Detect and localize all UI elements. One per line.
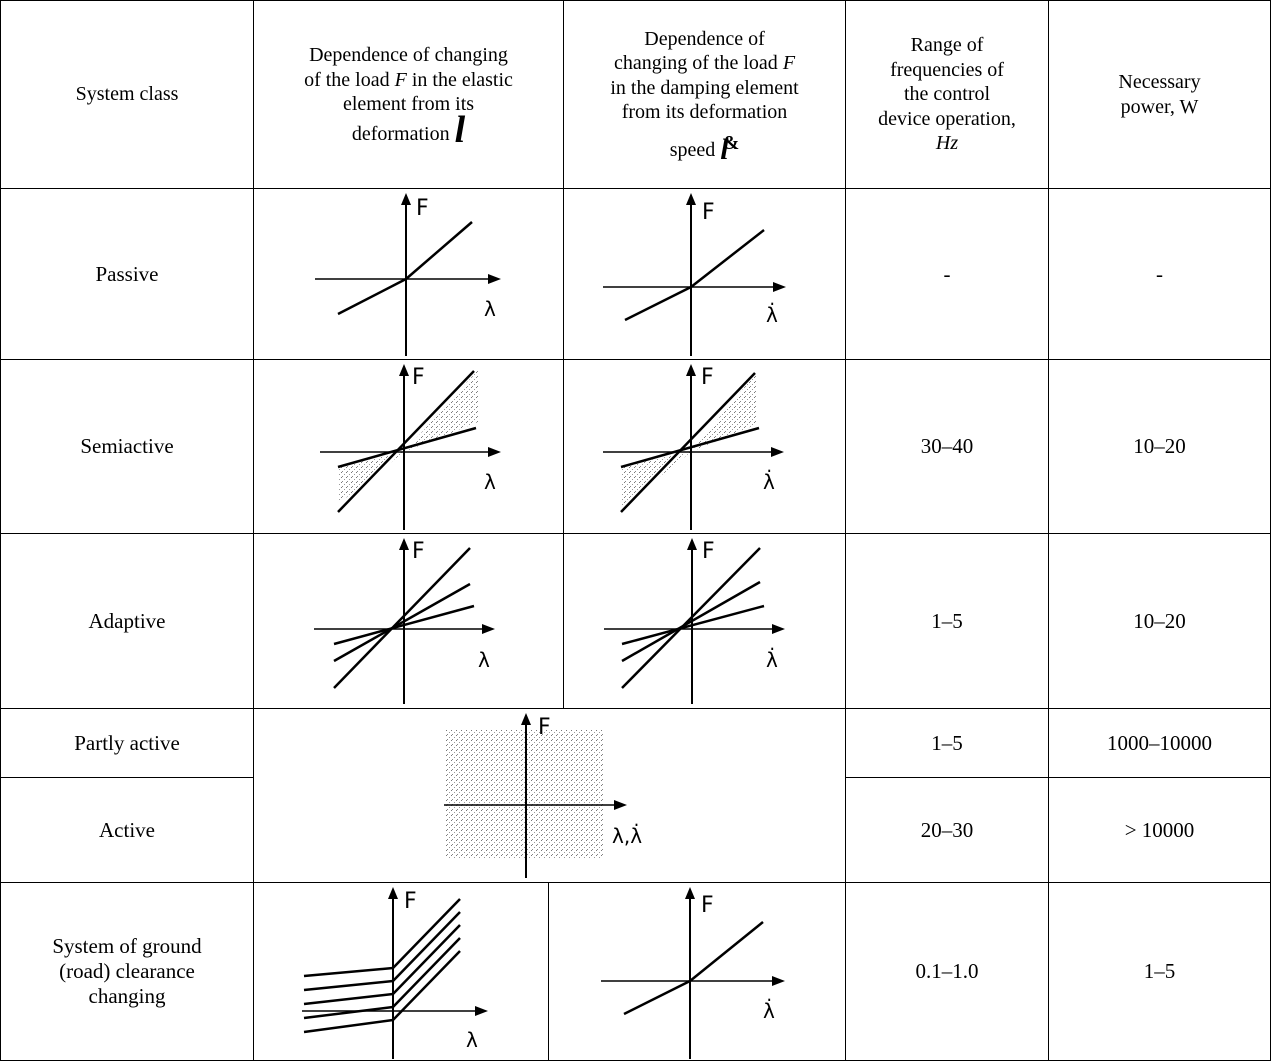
row-ground-clearance-class: System of ground (road) clearance changi… <box>52 934 202 1008</box>
lambda-dot-axis-label: λ̇ <box>766 647 778 672</box>
lambda-combined-axis-label: λ,λ̇ <box>612 823 642 848</box>
row-partly-active-frequency: 1–5 <box>931 730 963 755</box>
col-divider <box>1048 0 1049 1061</box>
lambda-dot-axis-label: λ̇ <box>766 302 778 327</box>
row-adaptive-class: Adaptive <box>88 608 166 633</box>
passive-elastic-graph: F λ <box>315 193 501 356</box>
semiactive-damping-graph: F λ̇ <box>603 364 784 530</box>
row-passive-class: Passive <box>95 261 159 286</box>
col-divider <box>253 0 254 1061</box>
col-divider <box>563 0 564 708</box>
row-active-power: > 10000 <box>1124 817 1195 842</box>
row-divider <box>0 533 1271 534</box>
lambda-symbol: l <box>454 108 466 151</box>
force-axis-label: F <box>702 200 715 225</box>
header-system-class: System class <box>75 83 179 106</box>
lambda-axis-label: λ <box>466 1028 478 1052</box>
lambda-axis-label: λ <box>478 648 490 672</box>
passive-damping-graph: F λ̇ <box>603 193 786 356</box>
row-ground-clearance-power: 1–5 <box>1143 959 1176 983</box>
force-axis-label: F <box>416 196 429 221</box>
lambda-dot-axis-label: λ̇ <box>763 998 775 1023</box>
force-axis-label: F <box>701 365 714 390</box>
table-border <box>0 0 1 1061</box>
row-semiactive-class: Semiactive <box>80 434 174 458</box>
force-axis-label: F <box>412 539 425 564</box>
lambda-axis-label: λ <box>484 297 496 321</box>
row-passive-frequency: - <box>943 261 951 286</box>
row-active-frequency: 20–30 <box>920 817 974 842</box>
col-divider <box>548 882 549 1061</box>
row-adaptive-power: 10–20 <box>1133 608 1186 633</box>
header-elastic-dependence: Dependence of changing of the load F in … <box>304 44 513 151</box>
force-axis-label: F <box>412 365 425 390</box>
row-adaptive-frequency: 1–5 <box>931 608 963 633</box>
force-axis-label: F <box>701 893 714 918</box>
adaptive-elastic-graph: F λ <box>314 538 495 704</box>
row-semiactive-frequency: 30–40 <box>920 434 974 458</box>
row-partly-active-class: Partly active <box>74 730 180 755</box>
table-border <box>0 0 1271 1</box>
row-ground-clearance-frequency: 0.1–1.0 <box>915 959 979 983</box>
ground-clearance-elastic-graph: F λ <box>302 887 488 1059</box>
row-divider <box>0 708 1271 709</box>
row-passive-power: - <box>1156 261 1163 286</box>
lambda-axis-label: λ <box>484 470 496 494</box>
row-divider <box>0 777 253 778</box>
row-partly-active-power: 1000–10000 <box>1107 730 1212 755</box>
row-divider <box>0 882 1271 883</box>
adaptive-damping-graph: F λ̇ <box>604 538 785 704</box>
row-active-class: Active <box>99 817 155 842</box>
header-frequency-range: Range of frequencies of the control devi… <box>878 34 1016 155</box>
header-damping-dependence: Dependence of changing of the load F in … <box>610 27 799 166</box>
lambda-dot-axis-label: λ̇ <box>763 469 775 494</box>
col-divider <box>845 0 846 1061</box>
force-axis-label: F <box>538 715 551 740</box>
row-semiactive-power: 10–20 <box>1133 434 1186 458</box>
force-axis-label: F <box>702 539 715 564</box>
force-axis-label: F <box>404 889 417 914</box>
header-necessary-power: Necessary power, W <box>1118 71 1201 118</box>
active-combined-graph: F λ,λ̇ <box>444 713 642 878</box>
row-divider <box>0 188 1271 189</box>
row-divider <box>0 359 1271 360</box>
ground-clearance-damping-graph: F λ̇ <box>601 887 785 1059</box>
semiactive-elastic-graph: F λ <box>320 364 501 530</box>
row-divider <box>845 777 1271 778</box>
